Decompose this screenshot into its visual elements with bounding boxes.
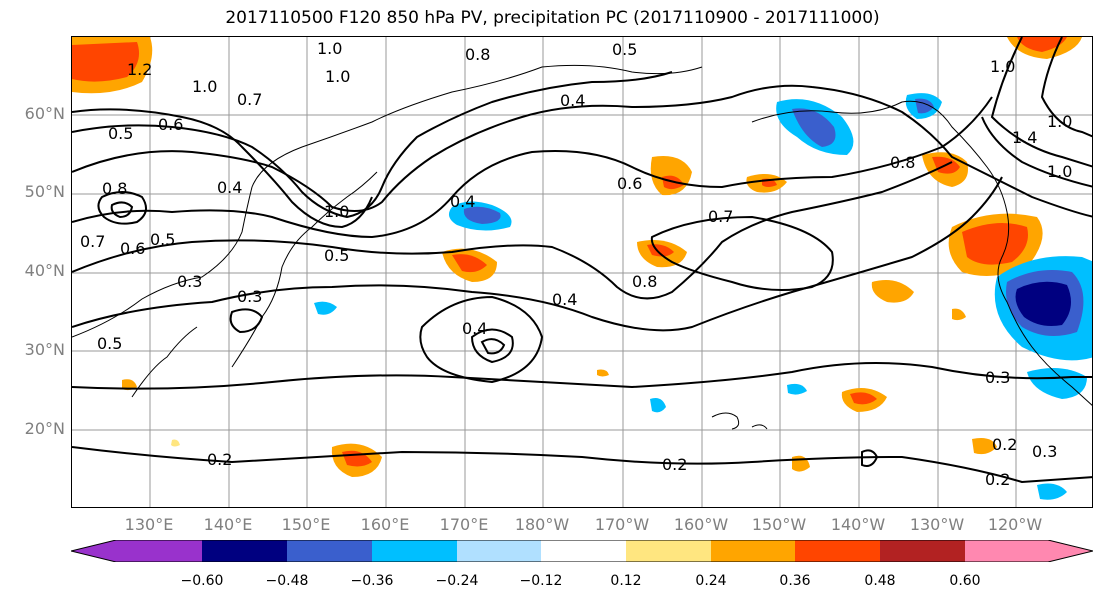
colorbar-segment: [795, 540, 880, 562]
colorbar-tick: −0.12: [519, 573, 563, 589]
colorbar-tick: −0.48: [265, 573, 309, 589]
contour-label: 0.4: [552, 290, 577, 309]
contour-label: 0.4: [217, 178, 242, 197]
colorbar-tick: −0.60: [180, 573, 224, 589]
contour-label: 0.2: [662, 455, 687, 474]
contour-label: 0.8: [890, 153, 915, 172]
colorbar-segment: [202, 540, 287, 562]
map-panel: 1.0 0.8 0.5 1.2 1.0 0.7 1.0 0.4 0.6 0.5 …: [71, 36, 1093, 508]
lat-label-40n: 40°N: [24, 261, 65, 280]
contour-label: 0.6: [120, 239, 145, 258]
contour-label: 0.5: [150, 230, 175, 249]
map-title: 2017110500 F120 850 hPa PV, precipitatio…: [225, 8, 880, 28]
contour-label: 0.2: [985, 470, 1010, 489]
lon-label-150e: 150°E: [281, 515, 331, 534]
lon-label-130w: 130°W: [909, 515, 965, 534]
colorbar-segment-over: [965, 540, 1093, 562]
contour-label: 0.6: [158, 115, 183, 134]
contour-label: 1.0: [1047, 112, 1072, 131]
contour-label: 0.6: [617, 174, 642, 193]
contour-label: 0.3: [237, 287, 262, 306]
contour-label: 0.7: [80, 232, 105, 251]
lon-label-130e: 130°E: [124, 515, 174, 534]
lon-label-150w: 150°W: [751, 515, 807, 534]
contour-label: 0.4: [450, 192, 475, 211]
lon-label-160e: 160°E: [360, 515, 410, 534]
pv-contours: [72, 37, 1092, 484]
colorbar-tick: 0.36: [779, 573, 811, 589]
contour-label: 0.7: [237, 90, 262, 109]
lon-label-180w: 180°W: [514, 515, 570, 534]
contour-label: 0.5: [97, 334, 122, 353]
contour-label: 0.7: [708, 207, 733, 226]
colorbar-tick: −0.24: [435, 573, 479, 589]
lat-label-30n: 30°N: [24, 340, 65, 359]
contour-label: 0.3: [985, 368, 1010, 387]
colorbar-segment: [880, 540, 965, 562]
colorbar-segment: [457, 540, 541, 562]
colorbar: [70, 539, 1094, 563]
contour-label: 0.3: [1032, 442, 1057, 461]
lon-label-170e: 170°E: [439, 515, 489, 534]
contour-label: 0.2: [992, 435, 1017, 454]
colorbar-tick: 0.60: [949, 573, 981, 589]
contour-label: 1.0: [317, 39, 342, 58]
contour-label: 0.2: [207, 450, 232, 469]
lat-label-50n: 50°N: [24, 182, 65, 201]
contour-label: 0.8: [102, 179, 127, 198]
contour-label: 1.0: [1047, 162, 1072, 181]
colorbar-tick: 0.48: [864, 573, 896, 589]
contour-label: 0.8: [632, 272, 657, 291]
contour-label: 0.4: [560, 91, 585, 110]
colorbar-tick: −0.36: [350, 573, 394, 589]
contour-label: 0.4: [462, 319, 487, 338]
contour-label: 0.8: [465, 45, 490, 64]
contour-label: 1.2: [127, 60, 152, 79]
contour-label: 1.0: [192, 77, 217, 96]
contour-label: 0.5: [612, 40, 637, 59]
contour-label: 1.0: [990, 57, 1015, 76]
contour-label: 0.3: [177, 272, 202, 291]
map-canvas: 1.0 0.8 0.5 1.2 1.0 0.7 1.0 0.4 0.6 0.5 …: [72, 37, 1092, 507]
colorbar-svg: [70, 539, 1094, 563]
contour-label: 0.5: [324, 246, 349, 265]
colorbar-segment-under: [71, 540, 202, 562]
colorbar-segment: [287, 540, 372, 562]
lat-label-20n: 20°N: [24, 419, 65, 438]
coastlines: [72, 64, 1092, 430]
lon-label-140e: 140°E: [203, 515, 253, 534]
contour-labels: 1.0 0.8 0.5 1.2 1.0 0.7 1.0 0.4 0.6 0.5 …: [80, 39, 1072, 489]
contour-label: 1.0: [324, 202, 349, 221]
colorbar-segment: [541, 540, 626, 562]
contour-label: 1.4: [1012, 128, 1037, 147]
lon-label-160w: 160°W: [673, 515, 729, 534]
colorbar-tick: 0.12: [610, 573, 642, 589]
lon-label-170w: 170°W: [594, 515, 650, 534]
lon-label-140w: 140°W: [830, 515, 886, 534]
lon-label-120w: 120°W: [987, 515, 1043, 534]
colorbar-segment: [372, 540, 457, 562]
colorbar-tick: 0.24: [695, 573, 727, 589]
contour-label: 0.5: [108, 124, 133, 143]
colorbar-segment: [711, 540, 795, 562]
lat-label-60n: 60°N: [24, 104, 65, 123]
contour-label: 1.0: [325, 67, 350, 86]
colorbar-segment: [626, 540, 711, 562]
